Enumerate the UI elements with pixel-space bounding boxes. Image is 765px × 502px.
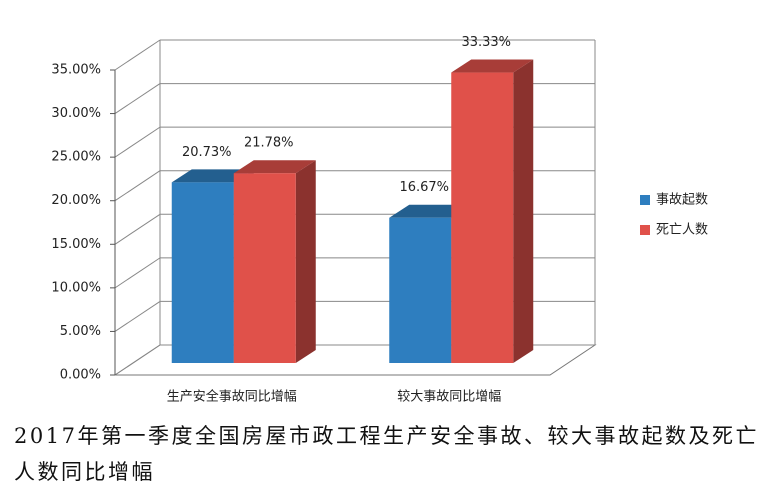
bar-top [233,160,316,174]
legend-label: 事故起数 [656,193,708,208]
bar [389,217,452,363]
y-tick-label: 30.00% [51,106,101,121]
y-tick-label: 20.00% [51,193,101,208]
chart-title: 2017年第一季度全国房屋市政工程生产安全事故、较大事故起数及死亡人数同比增幅 [14,424,759,484]
bar-top [451,59,534,73]
bar-side [513,59,534,363]
bar-side [295,160,316,363]
y-tick-label: 5.00% [60,324,101,339]
chart: 0.00% 5.00% 10.00% 15.00% 20.00% 25.00% 30.00%… [51,35,708,405]
grid-line [114,257,161,289]
bar [171,182,234,363]
legend-swatch [640,225,650,235]
grid-line [114,83,161,114]
value-label: 16.67% [399,180,449,195]
bar-top [171,169,254,183]
bar [451,72,514,363]
x-tick-label: 生产安全事故同比增幅 [167,389,297,405]
y-tick-label: 0.00% [60,368,101,383]
value-label: 20.73% [182,145,232,160]
legend-swatch [640,195,650,205]
y-tick-label: 15.00% [51,237,101,252]
grid-line [114,39,161,71]
grid-line [114,301,161,332]
grid-line [114,126,161,158]
y-tick-label: 25.00% [51,150,101,165]
grid-line [114,213,161,245]
grid-line [114,344,161,376]
value-label: 21.78% [244,136,294,151]
x-tick-label: 较大事故同比增幅 [397,390,501,405]
grid-line [114,170,161,202]
bar-top [389,204,472,218]
legend-label: 死亡人数 [656,223,708,238]
bar [233,173,296,363]
value-label: 33.33% [461,35,511,50]
y-tick-label: 10.00% [51,280,101,295]
y-tick-label: 35.00% [51,63,101,78]
